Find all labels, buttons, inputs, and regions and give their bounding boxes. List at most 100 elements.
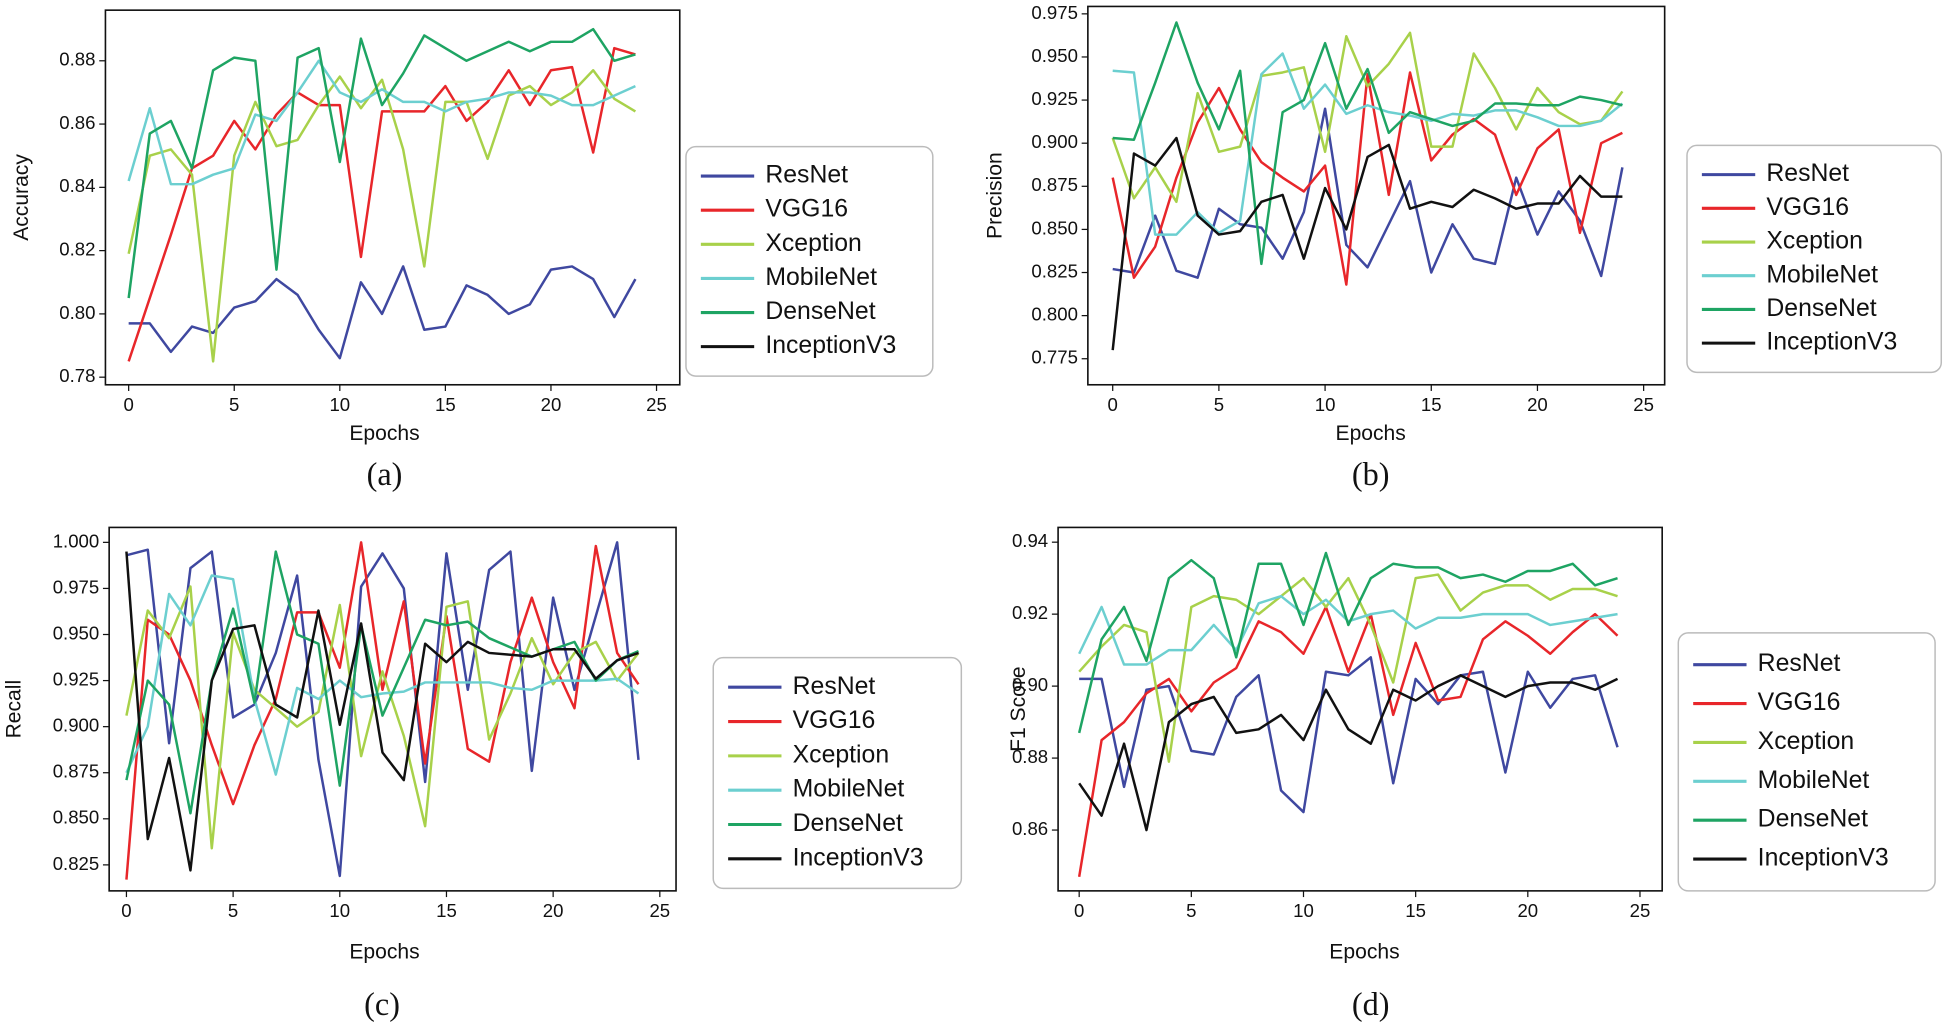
legend-box xyxy=(712,656,963,890)
caption: (b) xyxy=(1352,456,1390,492)
y-tick-label: 0.900 xyxy=(53,715,100,736)
legend-label: Xception xyxy=(1758,728,1855,755)
x-axis-label: Epochs xyxy=(1336,422,1406,445)
series-line xyxy=(1078,573,1618,763)
legend-label: ResNet xyxy=(765,162,848,189)
legend: ResNet VGG16 Xception MobileNet DenseNet Ince… xyxy=(1686,144,1943,374)
legend-label: VGG16 xyxy=(765,196,848,223)
y-tick-label: 0.88 xyxy=(59,49,95,70)
series-line xyxy=(125,585,640,850)
plot-frame xyxy=(108,526,677,892)
y-axis-label: Accuracy xyxy=(10,154,33,241)
x-tick-label: 20 xyxy=(1527,394,1548,415)
legend-box xyxy=(1677,632,1936,892)
series-line xyxy=(125,574,640,776)
legend: ResNet VGG16 Xception MobileNet DenseNet Ince… xyxy=(685,145,934,377)
x-tick-label: 20 xyxy=(541,394,562,415)
y-tick-label: 0.925 xyxy=(1031,88,1078,109)
y-tick-label: 0.88 xyxy=(1012,746,1048,767)
y-tick-label: 0.825 xyxy=(1031,260,1078,281)
x-tick-label: 15 xyxy=(436,900,457,921)
legend-label: InceptionV3 xyxy=(793,844,924,871)
series-line xyxy=(127,59,636,186)
legend-label: MobileNet xyxy=(1758,767,1870,794)
series-line xyxy=(1077,551,1618,734)
legend-label: InceptionV3 xyxy=(1766,329,1897,356)
y-tick-label: 0.875 xyxy=(1031,174,1078,195)
y-tick-label: 0.975 xyxy=(53,576,100,597)
series-line xyxy=(1112,21,1623,266)
series-line xyxy=(126,541,640,878)
y-tick-label: 0.86 xyxy=(59,112,95,133)
x-tick-label: 0 xyxy=(121,900,131,921)
legend-box xyxy=(1686,144,1943,374)
legend-label: MobileNet xyxy=(793,776,905,803)
legend-label: Xception xyxy=(793,741,889,768)
x-tick-label: 10 xyxy=(329,394,350,415)
subplot: 0 5 10 15 20 25 0.825 0.850 0.875 0.900 0.925 0.950… xyxy=(2,526,963,1022)
legend-label: InceptionV3 xyxy=(765,332,896,359)
series-line xyxy=(1111,136,1623,351)
y-tick-label: 0.86 xyxy=(1012,818,1048,839)
x-tick-label: 25 xyxy=(1630,900,1651,921)
legend-label: ResNet xyxy=(793,673,876,700)
x-tick-label: 10 xyxy=(1315,394,1336,415)
legend-label: Xception xyxy=(1766,228,1863,255)
y-tick-label: 0.950 xyxy=(1031,45,1078,66)
y-tick-label: 0.825 xyxy=(53,853,100,874)
series-line xyxy=(127,69,637,363)
legend-label: DenseNet xyxy=(1766,295,1876,322)
series-line xyxy=(1111,31,1624,204)
y-tick-label: 0.92 xyxy=(1012,602,1048,623)
series-line xyxy=(1077,605,1619,878)
subplot: 0 5 10 15 20 25 0.86 0.88 0.90 0.92 0.94 Epochs F1 S… xyxy=(1007,526,1936,1022)
plot-frame xyxy=(104,9,681,386)
x-tick-label: 15 xyxy=(435,394,456,415)
y-axis-label: Precision xyxy=(984,152,1007,239)
y-tick-label: 0.78 xyxy=(59,365,95,386)
legend-label: VGG16 xyxy=(1758,689,1841,716)
x-tick-label: 25 xyxy=(1633,394,1654,415)
x-axis-label: Epochs xyxy=(349,940,419,963)
legend-label: VGG16 xyxy=(793,707,876,734)
caption: (c) xyxy=(364,986,400,1022)
plot-frame xyxy=(1057,526,1663,892)
y-tick-label: 0.84 xyxy=(59,175,95,196)
y-tick-label: 0.800 xyxy=(1031,304,1078,325)
legend-label: InceptionV3 xyxy=(1758,845,1889,872)
x-tick-label: 0 xyxy=(1074,900,1084,921)
caption: (a) xyxy=(367,456,403,492)
x-tick-label: 15 xyxy=(1405,900,1426,921)
x-tick-label: 10 xyxy=(329,900,350,921)
series-line xyxy=(127,46,636,362)
y-tick-label: 0.82 xyxy=(59,239,95,260)
y-tick-label: 0.90 xyxy=(1012,674,1048,695)
legend-label: MobileNet xyxy=(1766,261,1878,288)
y-tick-label: 0.925 xyxy=(53,668,100,689)
legend-label: VGG16 xyxy=(1766,194,1849,221)
series-line xyxy=(127,27,636,299)
y-tick-label: 0.94 xyxy=(1012,530,1048,551)
series-line xyxy=(1079,656,1619,814)
x-tick-label: 25 xyxy=(649,900,670,921)
plot-frame xyxy=(1087,5,1666,386)
y-tick-label: 1.000 xyxy=(53,530,100,551)
legend-label: MobileNet xyxy=(765,264,877,291)
legend-label: ResNet xyxy=(1766,160,1849,187)
y-tick-label: 0.850 xyxy=(53,807,100,828)
legend: ResNet VGG16 Xception MobileNet DenseNet Ince… xyxy=(712,656,963,890)
series-line xyxy=(128,265,637,360)
y-tick-label: 0.80 xyxy=(59,302,95,323)
y-tick-label: 0.900 xyxy=(1031,131,1078,152)
x-tick-label: 5 xyxy=(1214,394,1224,415)
subplot: 0 5 10 15 20 25 0.78 0.80 0.82 0.84 0.86 0.88 Epochs… xyxy=(10,9,934,492)
x-tick-label: 5 xyxy=(228,900,238,921)
x-tick-label: 20 xyxy=(543,900,564,921)
x-tick-label: 0 xyxy=(123,394,133,415)
y-tick-label: 0.875 xyxy=(53,761,100,782)
legend-label: Xception xyxy=(765,230,861,257)
legend-label: DenseNet xyxy=(765,298,875,325)
x-tick-label: 25 xyxy=(646,394,667,415)
series-line xyxy=(1078,674,1619,832)
